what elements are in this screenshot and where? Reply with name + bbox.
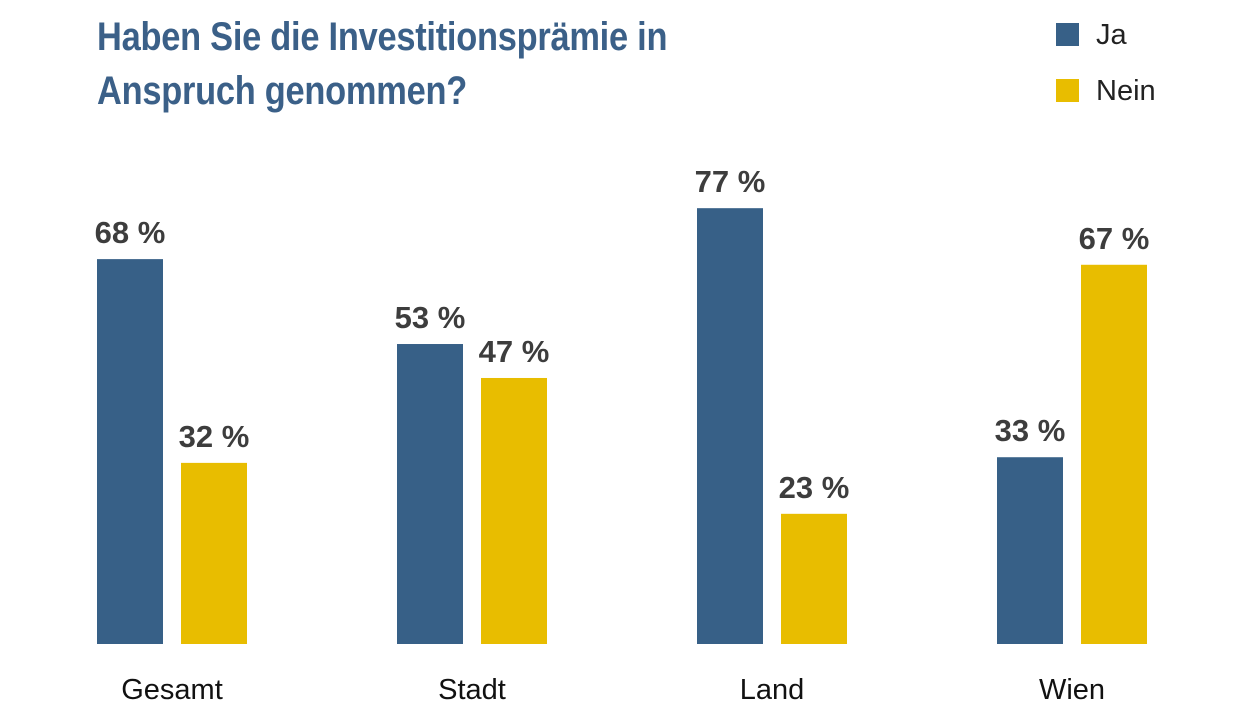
data-label-ja-wien: 33 %	[995, 413, 1066, 448]
bar-nein-stadt	[481, 377, 547, 644]
data-label-nein-wien: 67 %	[1079, 221, 1150, 256]
legend-label-nein: Nein	[1096, 75, 1156, 107]
legend-item-ja: Ja	[1056, 18, 1216, 52]
bar-ja-stadt	[397, 344, 463, 644]
data-label-nein-gesamt: 32 %	[179, 419, 250, 454]
bar-group-gesamt: 68 % 32 % Gesamt	[95, 215, 250, 706]
data-label-ja-stadt: 53 %	[395, 300, 466, 335]
bar-ja-gesamt	[97, 259, 163, 644]
data-label-ja-gesamt: 68 %	[95, 215, 166, 250]
bar-group-stadt: 53 % 47 % Stadt	[395, 300, 550, 706]
legend-label-ja: Ja	[1096, 19, 1127, 51]
bar-group-wien: 33 % 67 % Wien	[995, 221, 1150, 706]
legend-swatch-nein	[1056, 79, 1079, 102]
data-label-nein-land: 23 %	[779, 470, 850, 505]
category-label-stadt: Stadt	[438, 674, 506, 706]
bar-nein-wien	[1081, 264, 1147, 644]
category-label-wien: Wien	[1039, 674, 1105, 706]
data-label-nein-stadt: 47 %	[479, 334, 550, 369]
chart-title-line-2: Anspruch genommen?	[97, 69, 467, 113]
chart-title-line-1: Haben Sie die Investitionsprämie in	[97, 15, 668, 59]
chart-title: Haben Sie die Investitionsprämie in Ansp…	[97, 10, 751, 118]
bar-nein-land	[781, 513, 847, 644]
legend-item-nein: Nein	[1056, 74, 1216, 108]
bar-nein-gesamt	[181, 462, 247, 644]
data-label-ja-land: 77 %	[695, 164, 766, 199]
bar-ja-land	[697, 208, 763, 644]
legend-swatch-ja	[1056, 23, 1079, 46]
category-label-land: Land	[740, 674, 805, 706]
bar-group-land: 77 % 23 % Land	[695, 164, 850, 706]
category-label-gesamt: Gesamt	[121, 674, 223, 706]
bar-ja-wien	[997, 457, 1063, 644]
